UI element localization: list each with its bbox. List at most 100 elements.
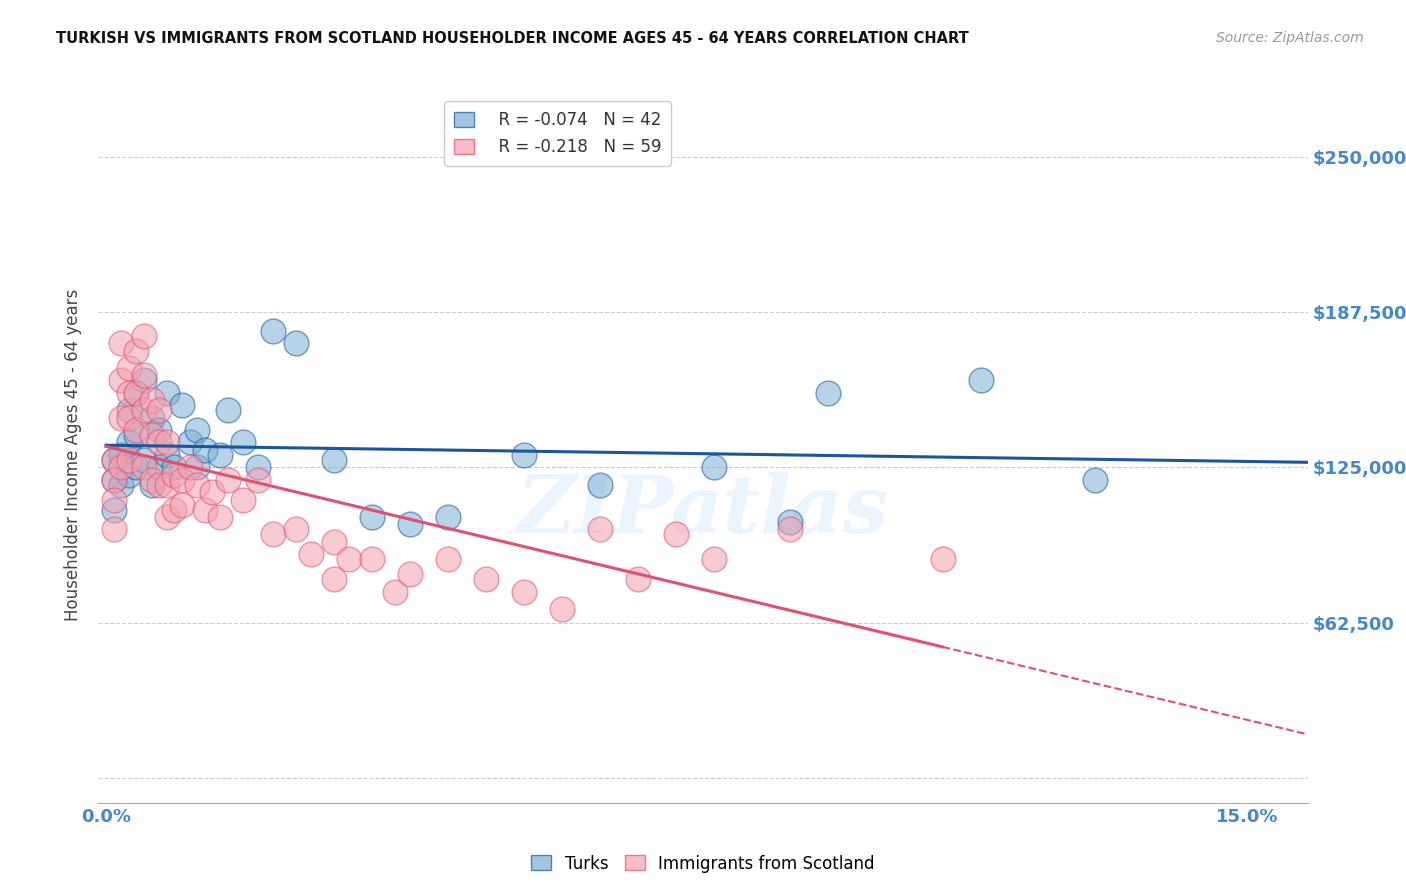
Point (118, 453, 141, 467)
Point (156, 435, 179, 450)
Point (589, 523, 612, 537)
Point (148, 423, 170, 437)
Point (247, 473, 270, 487)
Point (969, 373, 991, 387)
Point (475, 572, 498, 586)
Point (665, 527, 688, 541)
Point (132, 403, 155, 417)
Point (399, 567, 422, 582)
Point (103, 502, 125, 516)
Point (103, 523, 125, 537)
Point (285, 523, 308, 537)
Point (361, 552, 384, 566)
Point (589, 477, 612, 491)
Point (103, 492, 125, 507)
Y-axis label: Householder Income Ages 45 - 64 years: Householder Income Ages 45 - 64 years (65, 289, 83, 621)
Point (141, 477, 163, 491)
Point (217, 403, 239, 417)
Point (156, 448, 179, 462)
Point (132, 368, 155, 383)
Point (186, 423, 208, 437)
Point (141, 393, 163, 408)
Point (141, 410, 163, 425)
Point (103, 453, 125, 467)
Legend: Turks, Immigrants from Scotland: Turks, Immigrants from Scotland (524, 848, 882, 880)
Point (163, 502, 186, 516)
Point (247, 460, 270, 475)
Point (170, 473, 193, 487)
Point (118, 410, 141, 425)
Point (437, 552, 460, 566)
Point (125, 460, 148, 475)
Point (513, 448, 536, 462)
Point (125, 385, 148, 400)
Point (262, 527, 284, 541)
Point (125, 385, 148, 400)
Point (163, 467, 186, 482)
Point (148, 435, 170, 450)
Point (323, 534, 346, 549)
Point (285, 336, 308, 351)
Point (110, 410, 132, 425)
Point (170, 398, 193, 412)
Point (110, 448, 132, 462)
Point (703, 552, 725, 566)
Point (551, 602, 574, 616)
Text: TURKISH VS IMMIGRANTS FROM SCOTLAND HOUSEHOLDER INCOME AGES 45 - 64 YEARS CORREL: TURKISH VS IMMIGRANTS FROM SCOTLAND HOUS… (56, 31, 969, 46)
Point (132, 328, 155, 343)
Point (179, 435, 201, 450)
Point (118, 403, 141, 417)
Point (437, 510, 460, 524)
Point (118, 361, 141, 376)
Point (170, 498, 193, 512)
Point (1084, 473, 1107, 487)
Point (118, 467, 141, 482)
Point (703, 460, 725, 475)
Point (209, 448, 232, 462)
Point (513, 584, 536, 599)
Point (156, 477, 179, 491)
Point (232, 492, 254, 507)
Point (132, 373, 155, 387)
Point (141, 473, 163, 487)
Text: Source: ZipAtlas.com: Source: ZipAtlas.com (1216, 31, 1364, 45)
Point (110, 373, 132, 387)
Text: ZIPatlas: ZIPatlas (517, 472, 889, 549)
Point (179, 460, 201, 475)
Point (125, 428, 148, 442)
Point (217, 473, 239, 487)
Point (299, 547, 322, 561)
Point (384, 584, 406, 599)
Point (163, 460, 186, 475)
Point (186, 477, 208, 491)
Point (148, 403, 170, 417)
Point (627, 572, 650, 586)
Point (141, 428, 163, 442)
Point (132, 453, 155, 467)
Point (817, 385, 839, 400)
Point (118, 435, 141, 450)
Point (262, 324, 284, 338)
Point (779, 515, 801, 529)
Point (118, 385, 141, 400)
Point (103, 473, 125, 487)
Point (156, 385, 179, 400)
Point (209, 510, 232, 524)
Point (125, 423, 148, 437)
Point (323, 572, 346, 586)
Point (132, 460, 155, 475)
Point (931, 552, 953, 566)
Point (337, 552, 360, 566)
Point (110, 460, 132, 475)
Legend:   R = -0.074   N = 42,   R = -0.218   N = 59: R = -0.074 N = 42, R = -0.218 N = 59 (444, 102, 671, 166)
Point (103, 453, 125, 467)
Point (399, 517, 422, 532)
Point (232, 435, 254, 450)
Point (323, 453, 346, 467)
Point (156, 510, 179, 524)
Point (148, 460, 170, 475)
Point (201, 485, 224, 500)
Point (361, 510, 384, 524)
Point (103, 473, 125, 487)
Point (779, 523, 801, 537)
